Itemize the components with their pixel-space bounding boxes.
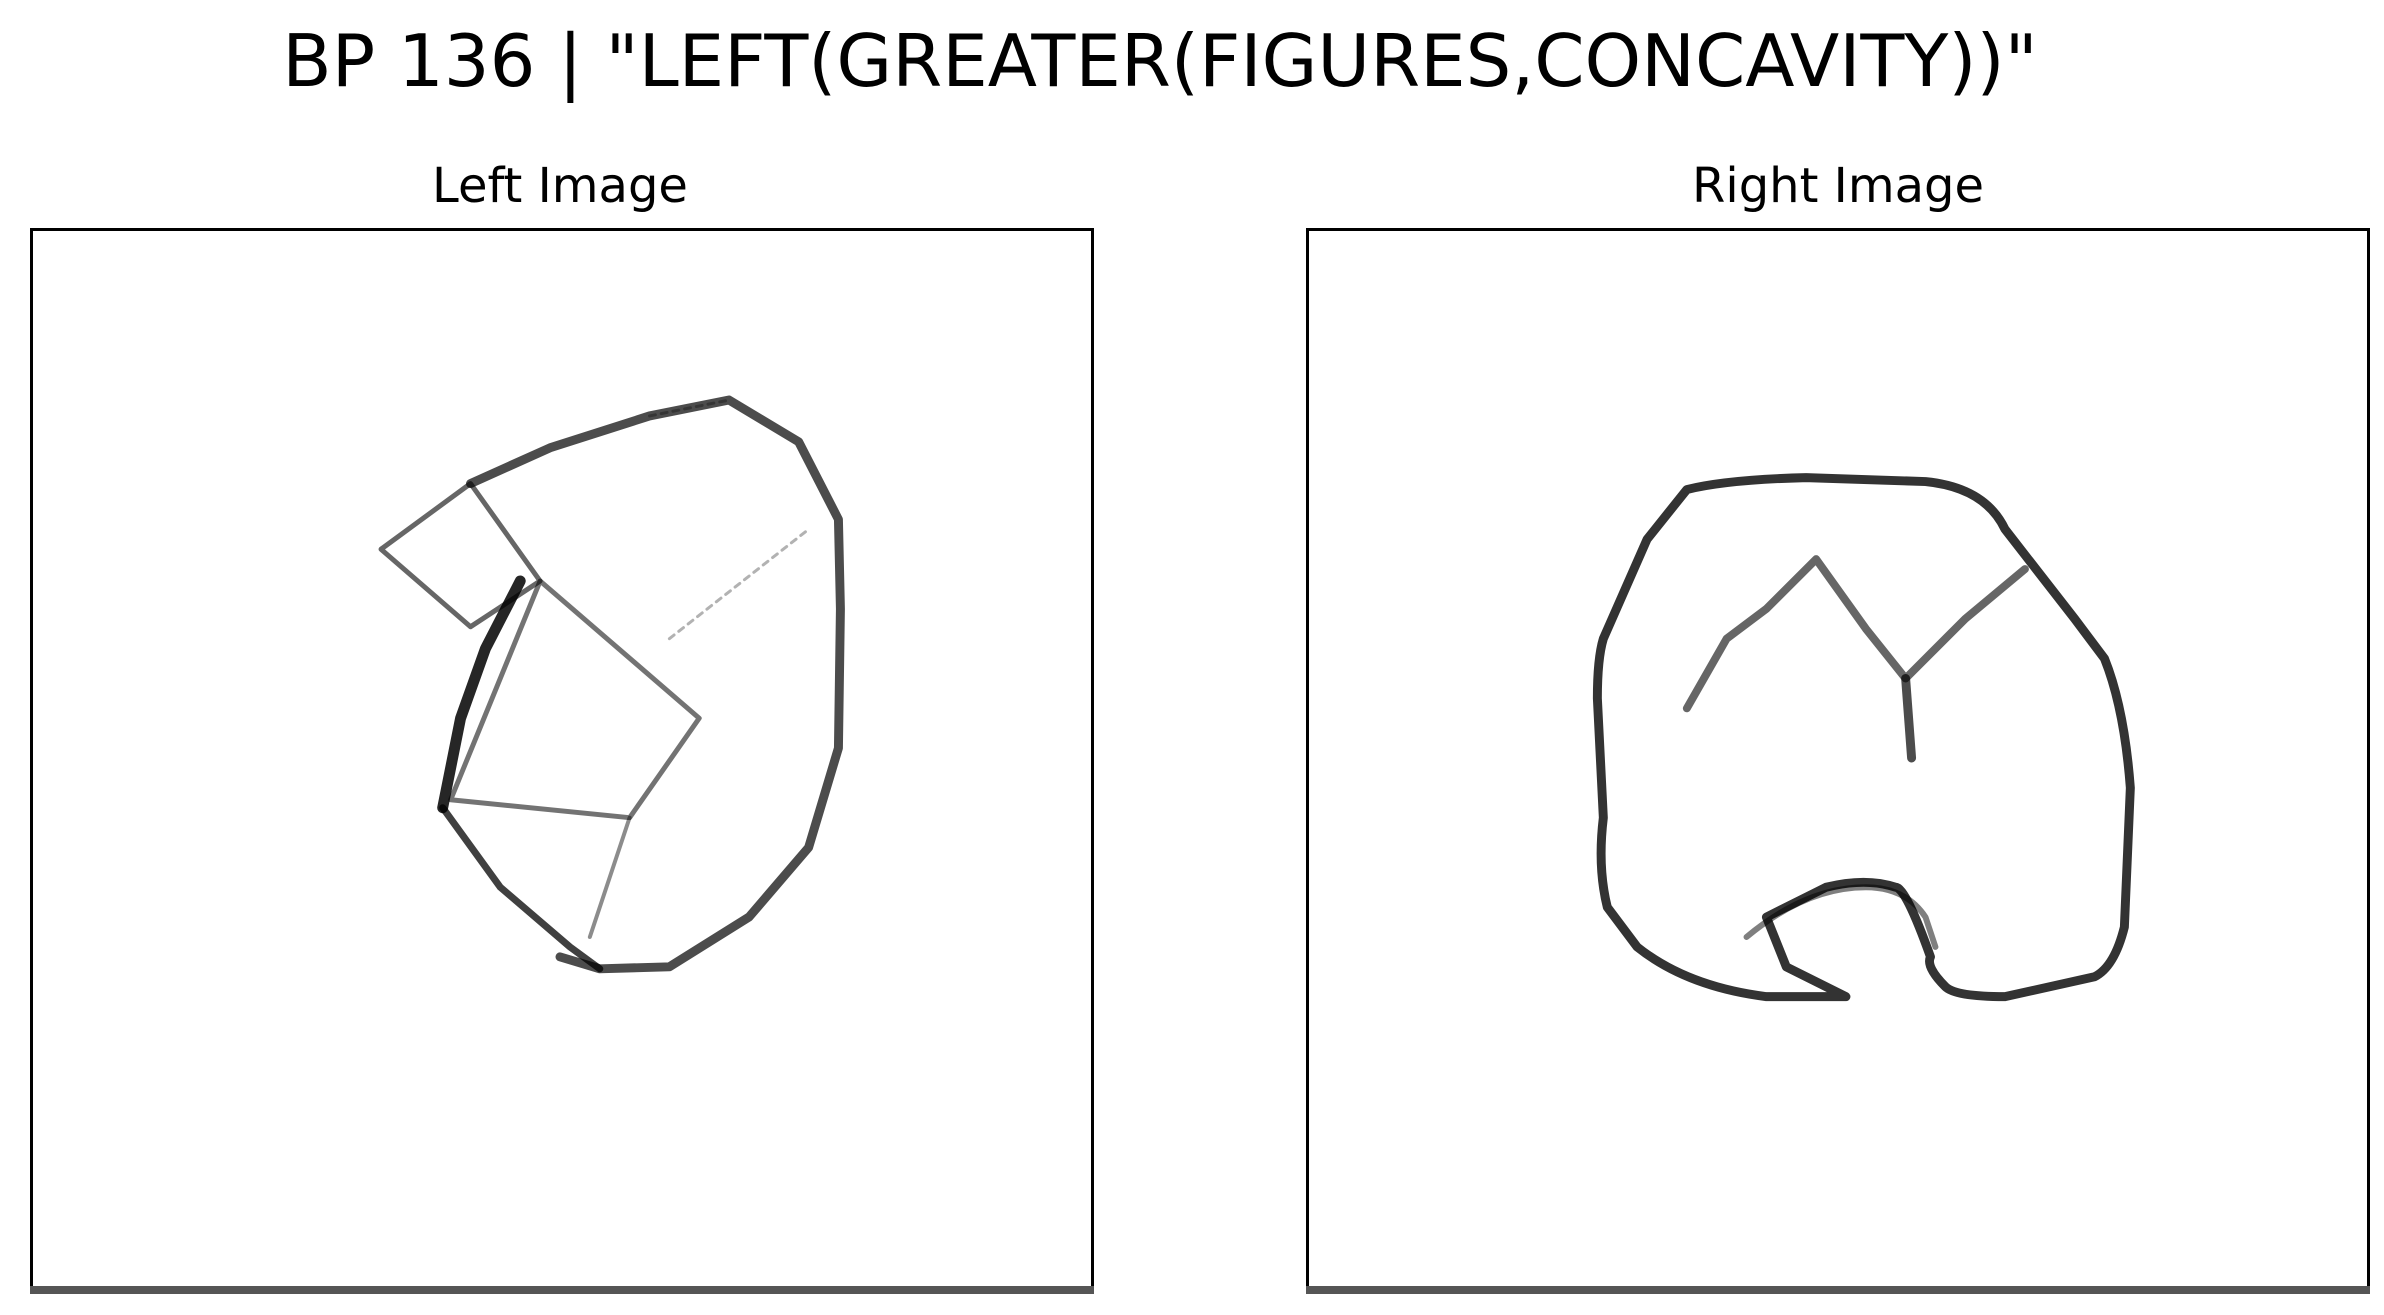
faint-line-1 (648, 398, 731, 418)
inner-arc-stroke (1743, 884, 1939, 950)
small-square-stroke (378, 481, 543, 630)
left-drawing (378, 395, 845, 974)
stem-stroke (1901, 673, 1917, 763)
zigzag-stroke (1682, 555, 2029, 713)
outer-shape-left-edge (437, 575, 526, 814)
right-image-panel (1306, 228, 2370, 1290)
lower-edge-stroke (439, 804, 604, 973)
faint-line-3 (667, 527, 811, 641)
left-panel-title: Left Image (432, 158, 688, 214)
left-panel-bottom-bar (30, 1286, 1094, 1294)
left-image-panel (30, 228, 1094, 1290)
right-panel-bottom-bar (1306, 1286, 2370, 1294)
diamond-square-stroke (448, 578, 702, 821)
figure-title: BP 136 | "LEFT(GREATER(FIGURES,CONCAVITY… (282, 19, 2038, 103)
faint-line-2 (587, 815, 632, 939)
right-panel-title: Right Image (1692, 158, 1984, 214)
outer-boundary-stroke (1592, 473, 2135, 1002)
right-drawing (1592, 473, 2135, 1002)
outer-shape-stroke (466, 395, 845, 974)
